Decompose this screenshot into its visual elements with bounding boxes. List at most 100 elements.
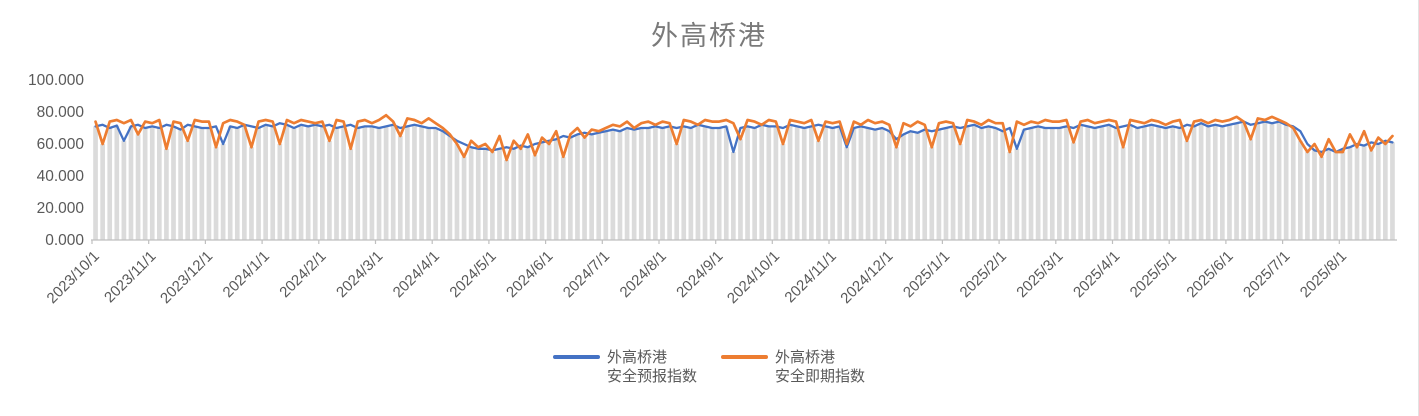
day-bar bbox=[709, 128, 715, 240]
day-bar bbox=[234, 128, 240, 240]
legend: 外高桥港 安全预报指数 外高桥港 安全即期指数 bbox=[0, 348, 1418, 386]
day-bar bbox=[823, 126, 828, 240]
day-bar bbox=[610, 129, 616, 240]
day-bar bbox=[971, 124, 977, 240]
day-bar bbox=[433, 128, 439, 240]
day-bar bbox=[1361, 145, 1367, 240]
legend-forecast-line2: 安全预报指数 bbox=[606, 368, 697, 385]
day-bar bbox=[383, 126, 389, 240]
day-bar bbox=[745, 126, 750, 240]
day-bar bbox=[766, 126, 772, 240]
day-bar bbox=[298, 124, 304, 240]
day-bar bbox=[553, 139, 559, 240]
day-bar bbox=[1134, 128, 1140, 240]
day-bar bbox=[1305, 152, 1310, 240]
y-axis-tick-label: 100.000 bbox=[28, 72, 84, 89]
day-bar bbox=[908, 131, 913, 240]
day-bar bbox=[369, 126, 375, 240]
x-axis-tick-label: 2025/3/1 bbox=[1013, 248, 1066, 301]
x-axis-tick-label: 2025/5/1 bbox=[1127, 248, 1180, 301]
day-bar bbox=[405, 126, 410, 240]
day-bar bbox=[1234, 123, 1239, 240]
day-bar bbox=[1057, 128, 1062, 240]
x-axis-tick-label: 2024/7/1 bbox=[560, 248, 613, 301]
day-bar bbox=[979, 128, 984, 240]
x-axis-tick-label: 2023/12/1 bbox=[157, 248, 216, 307]
day-bar bbox=[915, 132, 920, 240]
legend-spot-line2: 安全即期指数 bbox=[775, 368, 866, 385]
day-bar bbox=[171, 126, 176, 240]
legend-spot-line1: 外高桥港 bbox=[775, 349, 836, 366]
day-bar bbox=[560, 156, 566, 240]
day-bar bbox=[461, 156, 467, 240]
day-bar bbox=[206, 128, 212, 240]
day-bar bbox=[780, 144, 786, 240]
day-bar bbox=[681, 126, 687, 240]
day-bar bbox=[376, 128, 382, 240]
day-bar bbox=[1354, 147, 1360, 240]
x-axis-tick-label: 2023/11/1 bbox=[101, 248, 159, 306]
day-bar bbox=[929, 147, 935, 240]
day-bar bbox=[986, 126, 991, 240]
day-bar bbox=[894, 147, 899, 240]
day-bar bbox=[816, 140, 821, 240]
day-bar bbox=[199, 128, 205, 240]
day-bar bbox=[1184, 140, 1190, 240]
day-bar bbox=[107, 128, 113, 240]
day-bar bbox=[1120, 147, 1126, 240]
day-bar bbox=[1375, 144, 1381, 240]
day-bar bbox=[355, 128, 361, 240]
day-bar bbox=[1269, 123, 1275, 240]
x-axis-tick-label: 2025/7/1 bbox=[1240, 248, 1293, 301]
day-bar bbox=[1248, 139, 1254, 240]
day-bar bbox=[284, 124, 290, 240]
day-bar bbox=[114, 125, 120, 240]
day-bar bbox=[1290, 128, 1296, 240]
day-bar bbox=[164, 148, 169, 240]
x-axis-tick-label: 2023/10/1 bbox=[44, 248, 103, 307]
day-bar bbox=[490, 152, 495, 240]
day-bar bbox=[624, 128, 630, 240]
day-bar bbox=[716, 128, 722, 240]
day-bar bbox=[851, 128, 857, 240]
day-bar bbox=[1333, 152, 1339, 240]
day-bar bbox=[1127, 124, 1133, 240]
day-bar bbox=[121, 140, 127, 240]
day-bar bbox=[1035, 126, 1041, 240]
day-bar bbox=[1021, 129, 1027, 240]
day-bar bbox=[504, 160, 509, 240]
spot-line-swatch bbox=[721, 355, 768, 359]
day-bar bbox=[603, 131, 609, 240]
day-bar bbox=[1198, 123, 1204, 240]
day-bar bbox=[1106, 124, 1112, 240]
day-bar bbox=[801, 128, 807, 240]
day-bar bbox=[390, 124, 396, 240]
day-bar bbox=[1368, 150, 1374, 240]
day-bar bbox=[142, 128, 148, 240]
day-bar bbox=[277, 144, 283, 240]
x-axis-tick-label: 2024/3/1 bbox=[333, 248, 386, 301]
day-bar bbox=[1113, 128, 1119, 240]
day-bar bbox=[808, 126, 814, 240]
day-bar bbox=[1049, 128, 1055, 240]
day-bar bbox=[348, 148, 354, 240]
x-axis-tick-label: 2024/10/1 bbox=[724, 248, 783, 307]
day-bar bbox=[1340, 152, 1346, 240]
day-bar bbox=[1205, 126, 1211, 240]
day-bar bbox=[660, 128, 665, 240]
day-bar bbox=[1099, 126, 1105, 240]
day-bar bbox=[631, 129, 637, 240]
day-bar bbox=[482, 148, 488, 240]
day-bar bbox=[886, 131, 892, 240]
day-bar bbox=[532, 155, 538, 240]
day-bar bbox=[688, 128, 694, 240]
day-bar bbox=[1212, 124, 1218, 240]
day-bar bbox=[263, 124, 268, 240]
day-bar bbox=[178, 129, 183, 240]
day-bar bbox=[1064, 126, 1069, 240]
x-axis-tick-label: 2025/2/1 bbox=[957, 248, 1010, 301]
day-bar bbox=[397, 136, 403, 240]
legend-item-spot-index: 外高桥港 安全即期指数 bbox=[721, 348, 865, 386]
day-bar bbox=[645, 128, 651, 240]
